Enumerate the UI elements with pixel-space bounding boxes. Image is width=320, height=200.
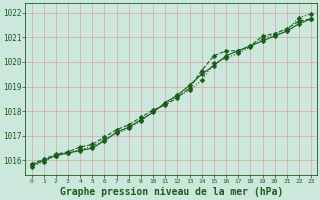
X-axis label: Graphe pression niveau de la mer (hPa): Graphe pression niveau de la mer (hPa) [60,187,283,197]
